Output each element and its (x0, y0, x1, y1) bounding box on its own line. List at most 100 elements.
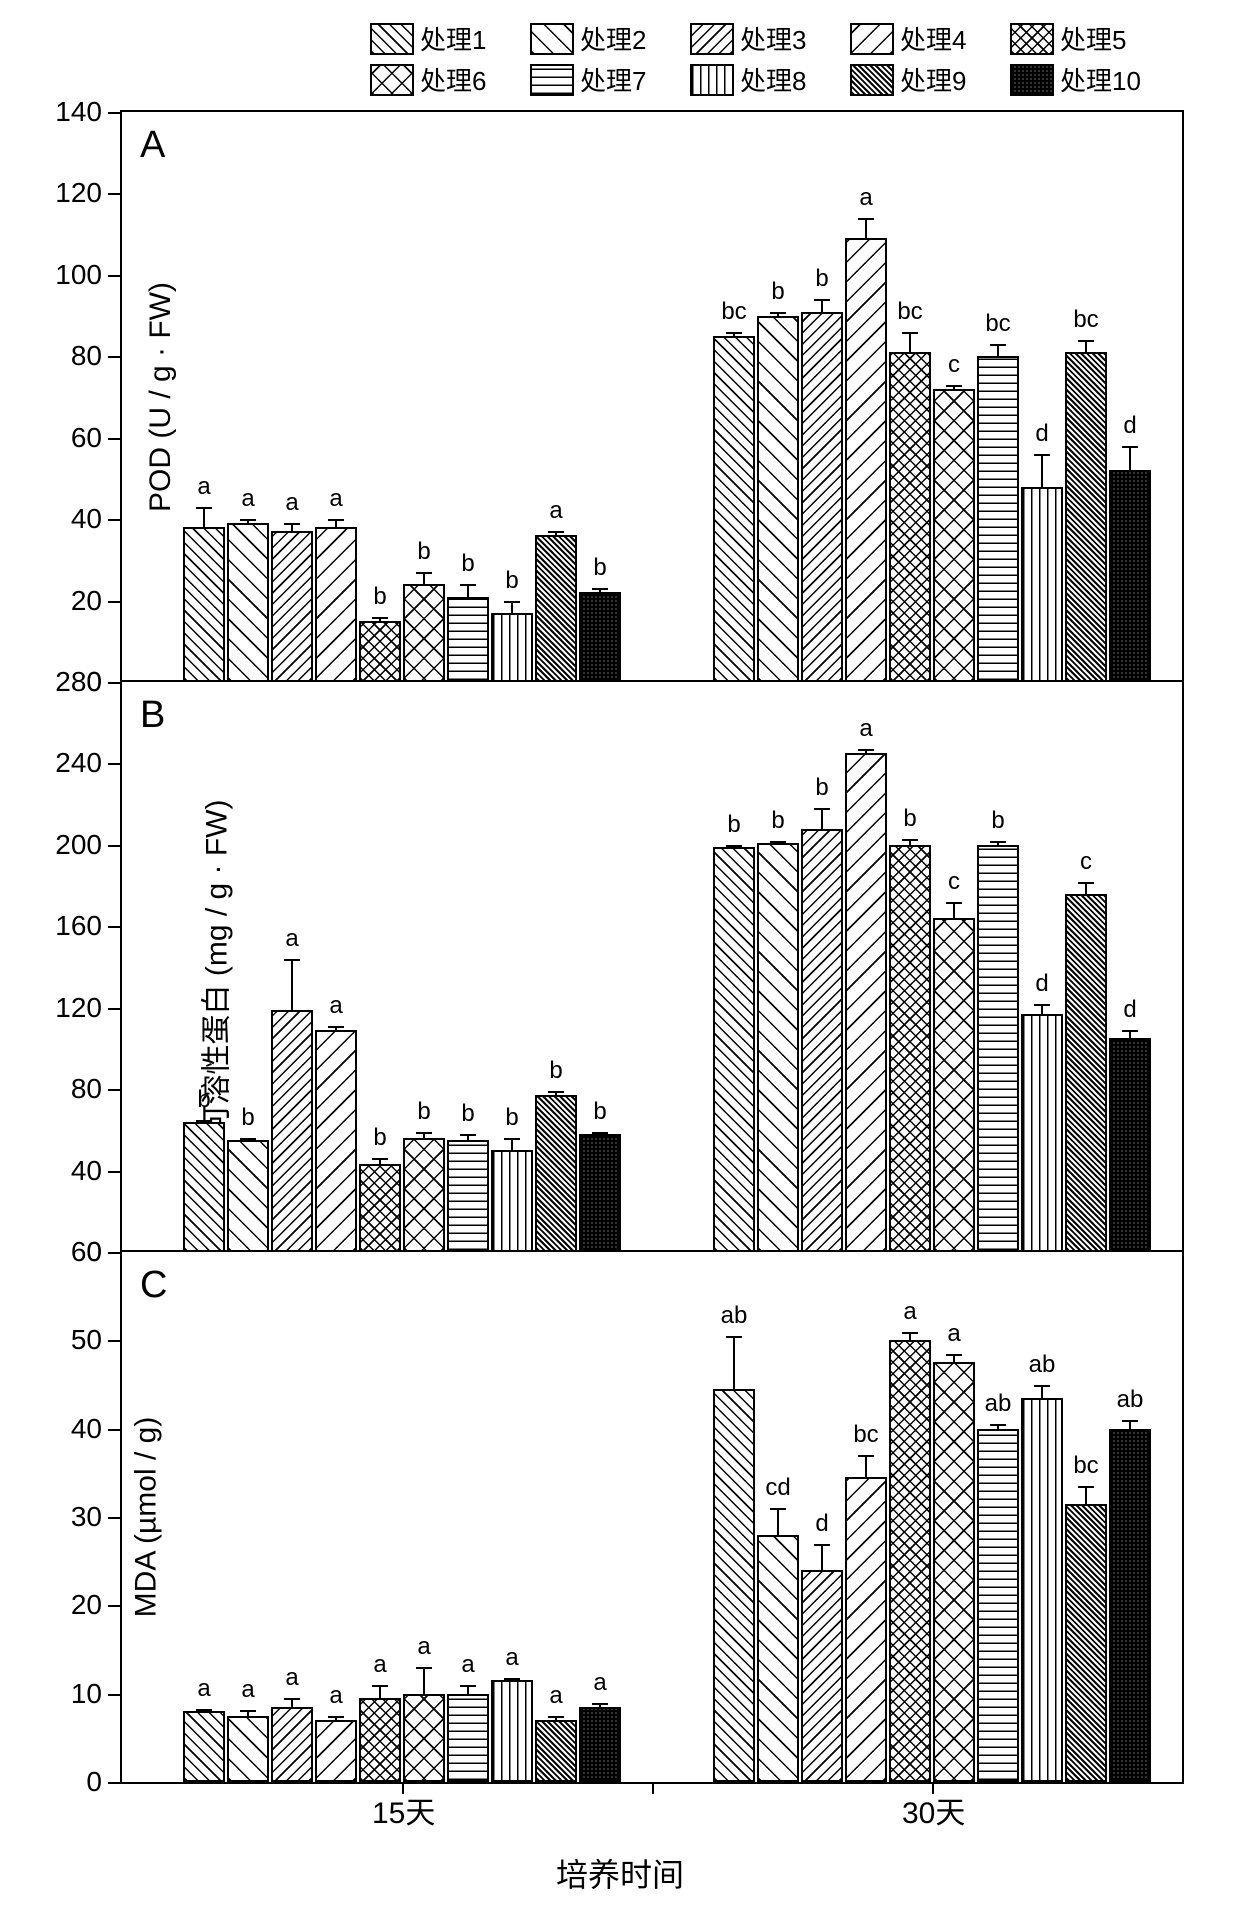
bar-t4: a (315, 527, 357, 682)
sig-label: a (329, 485, 342, 513)
bar-t5: a (359, 1698, 401, 1782)
sig-label: a (285, 1664, 298, 1692)
ytick (108, 438, 120, 440)
bar-t7: b (977, 845, 1019, 1252)
xaxis-main-label: 培养时间 (556, 1850, 684, 1896)
bar-t1: a (183, 1711, 225, 1782)
xtick (932, 1782, 934, 1794)
bar-group-30天: bc b b a bc c (702, 112, 1162, 682)
sig-label: c (948, 351, 960, 379)
bar (183, 1122, 225, 1252)
legend-item-7: 处理7 (530, 61, 680, 98)
bar (933, 1362, 975, 1782)
bar (403, 584, 445, 682)
sig-label: ab (1117, 1386, 1144, 1414)
legend-swatch-3 (690, 23, 734, 55)
bar (579, 1134, 621, 1252)
sig-label: b (417, 1098, 430, 1126)
bar-t5: b (359, 1164, 401, 1252)
bar-t2: b (757, 316, 799, 682)
ytick-label: 240 (52, 747, 102, 779)
sig-label: b (593, 1098, 606, 1126)
bar-t10: a (579, 1707, 621, 1782)
legend-swatch-2 (530, 23, 574, 55)
legend-label-3: 处理3 (740, 20, 806, 57)
ytick-label: 20 (52, 1589, 102, 1621)
sig-label: c (1080, 848, 1092, 876)
bar (1109, 1038, 1151, 1252)
sig-label: b (815, 265, 828, 293)
sig-label: b (417, 538, 430, 566)
ytick-label: 140 (52, 96, 102, 128)
bar (1065, 352, 1107, 682)
panel-A: APOD (U / g · FW)020406080100120140 a a … (120, 110, 1184, 682)
bar-t4: a (845, 753, 887, 1252)
bar-group-30天: ab cd d bc a a (702, 1252, 1162, 1782)
bar (315, 1030, 357, 1252)
sig-label: c (948, 868, 960, 896)
legend-label-2: 处理2 (580, 20, 646, 57)
sig-label: b (505, 567, 518, 595)
bar (1021, 1014, 1063, 1252)
ytick (108, 926, 120, 928)
legend: 处理1 处理2 处理3 处理4 处理5 处理6 处理7 处理8 处理9 处理10 (370, 20, 1190, 90)
ytick (108, 1782, 120, 1784)
bar-t9: a (535, 1720, 577, 1782)
bar (977, 356, 1019, 682)
legend-swatch-9 (850, 64, 894, 96)
bar-t2: a (227, 1716, 269, 1782)
bar-t9: a (535, 535, 577, 682)
bar-group-30天: b b b a b c (702, 682, 1162, 1252)
bar-t6: a (933, 1362, 975, 1782)
bar (977, 1429, 1019, 1782)
sig-label: b (461, 550, 474, 578)
sig-label: cd (765, 1474, 790, 1502)
bar (579, 592, 621, 682)
ytick (108, 763, 120, 765)
bar (403, 1138, 445, 1252)
bar-t1: a (183, 527, 225, 682)
ytick-label: 200 (52, 829, 102, 861)
bar-t7: ab (977, 1429, 1019, 1782)
sig-label: a (417, 1633, 430, 1661)
sig-label: ab (985, 1390, 1012, 1418)
ytick-label: 60 (52, 422, 102, 454)
sig-label: b (727, 811, 740, 839)
ytick (108, 1429, 120, 1431)
bar (933, 389, 975, 682)
bar (757, 1535, 799, 1782)
bar (447, 1140, 489, 1252)
bar-t9: c (1065, 894, 1107, 1252)
sig-label: bc (1073, 306, 1098, 334)
bar (801, 829, 843, 1252)
legend-item-6: 处理6 (370, 61, 520, 98)
bar-t5: b (359, 621, 401, 682)
bar-group-15天: a a a a a a (172, 1252, 632, 1782)
legend-item-5: 处理5 (1010, 20, 1160, 57)
legend-label-8: 处理8 (740, 61, 806, 98)
ytick (108, 1171, 120, 1173)
sig-label: a (197, 473, 210, 501)
sig-label: a (373, 1651, 386, 1679)
legend-item-1: 处理1 (370, 20, 520, 57)
bar-t10: d (1109, 470, 1151, 682)
sig-label: a (593, 1669, 606, 1697)
bar-t8: ab (1021, 1398, 1063, 1782)
sig-label: d (1123, 996, 1136, 1024)
ytick-label: 20 (52, 585, 102, 617)
ytick (108, 519, 120, 521)
bar (1065, 1504, 1107, 1782)
bar (801, 312, 843, 683)
legend-item-4: 处理4 (850, 20, 1000, 57)
bar-t1: b (713, 847, 755, 1252)
sig-label: ab (721, 1302, 748, 1330)
bar-t9: bc (1065, 352, 1107, 682)
legend-swatch-8 (690, 64, 734, 96)
bar (447, 1694, 489, 1782)
bar-t9: b (535, 1095, 577, 1252)
bar (271, 531, 313, 682)
ytick (108, 1517, 120, 1519)
ytick-label: 120 (52, 177, 102, 209)
sig-label: a (197, 1675, 210, 1703)
sig-label: d (815, 1510, 828, 1538)
